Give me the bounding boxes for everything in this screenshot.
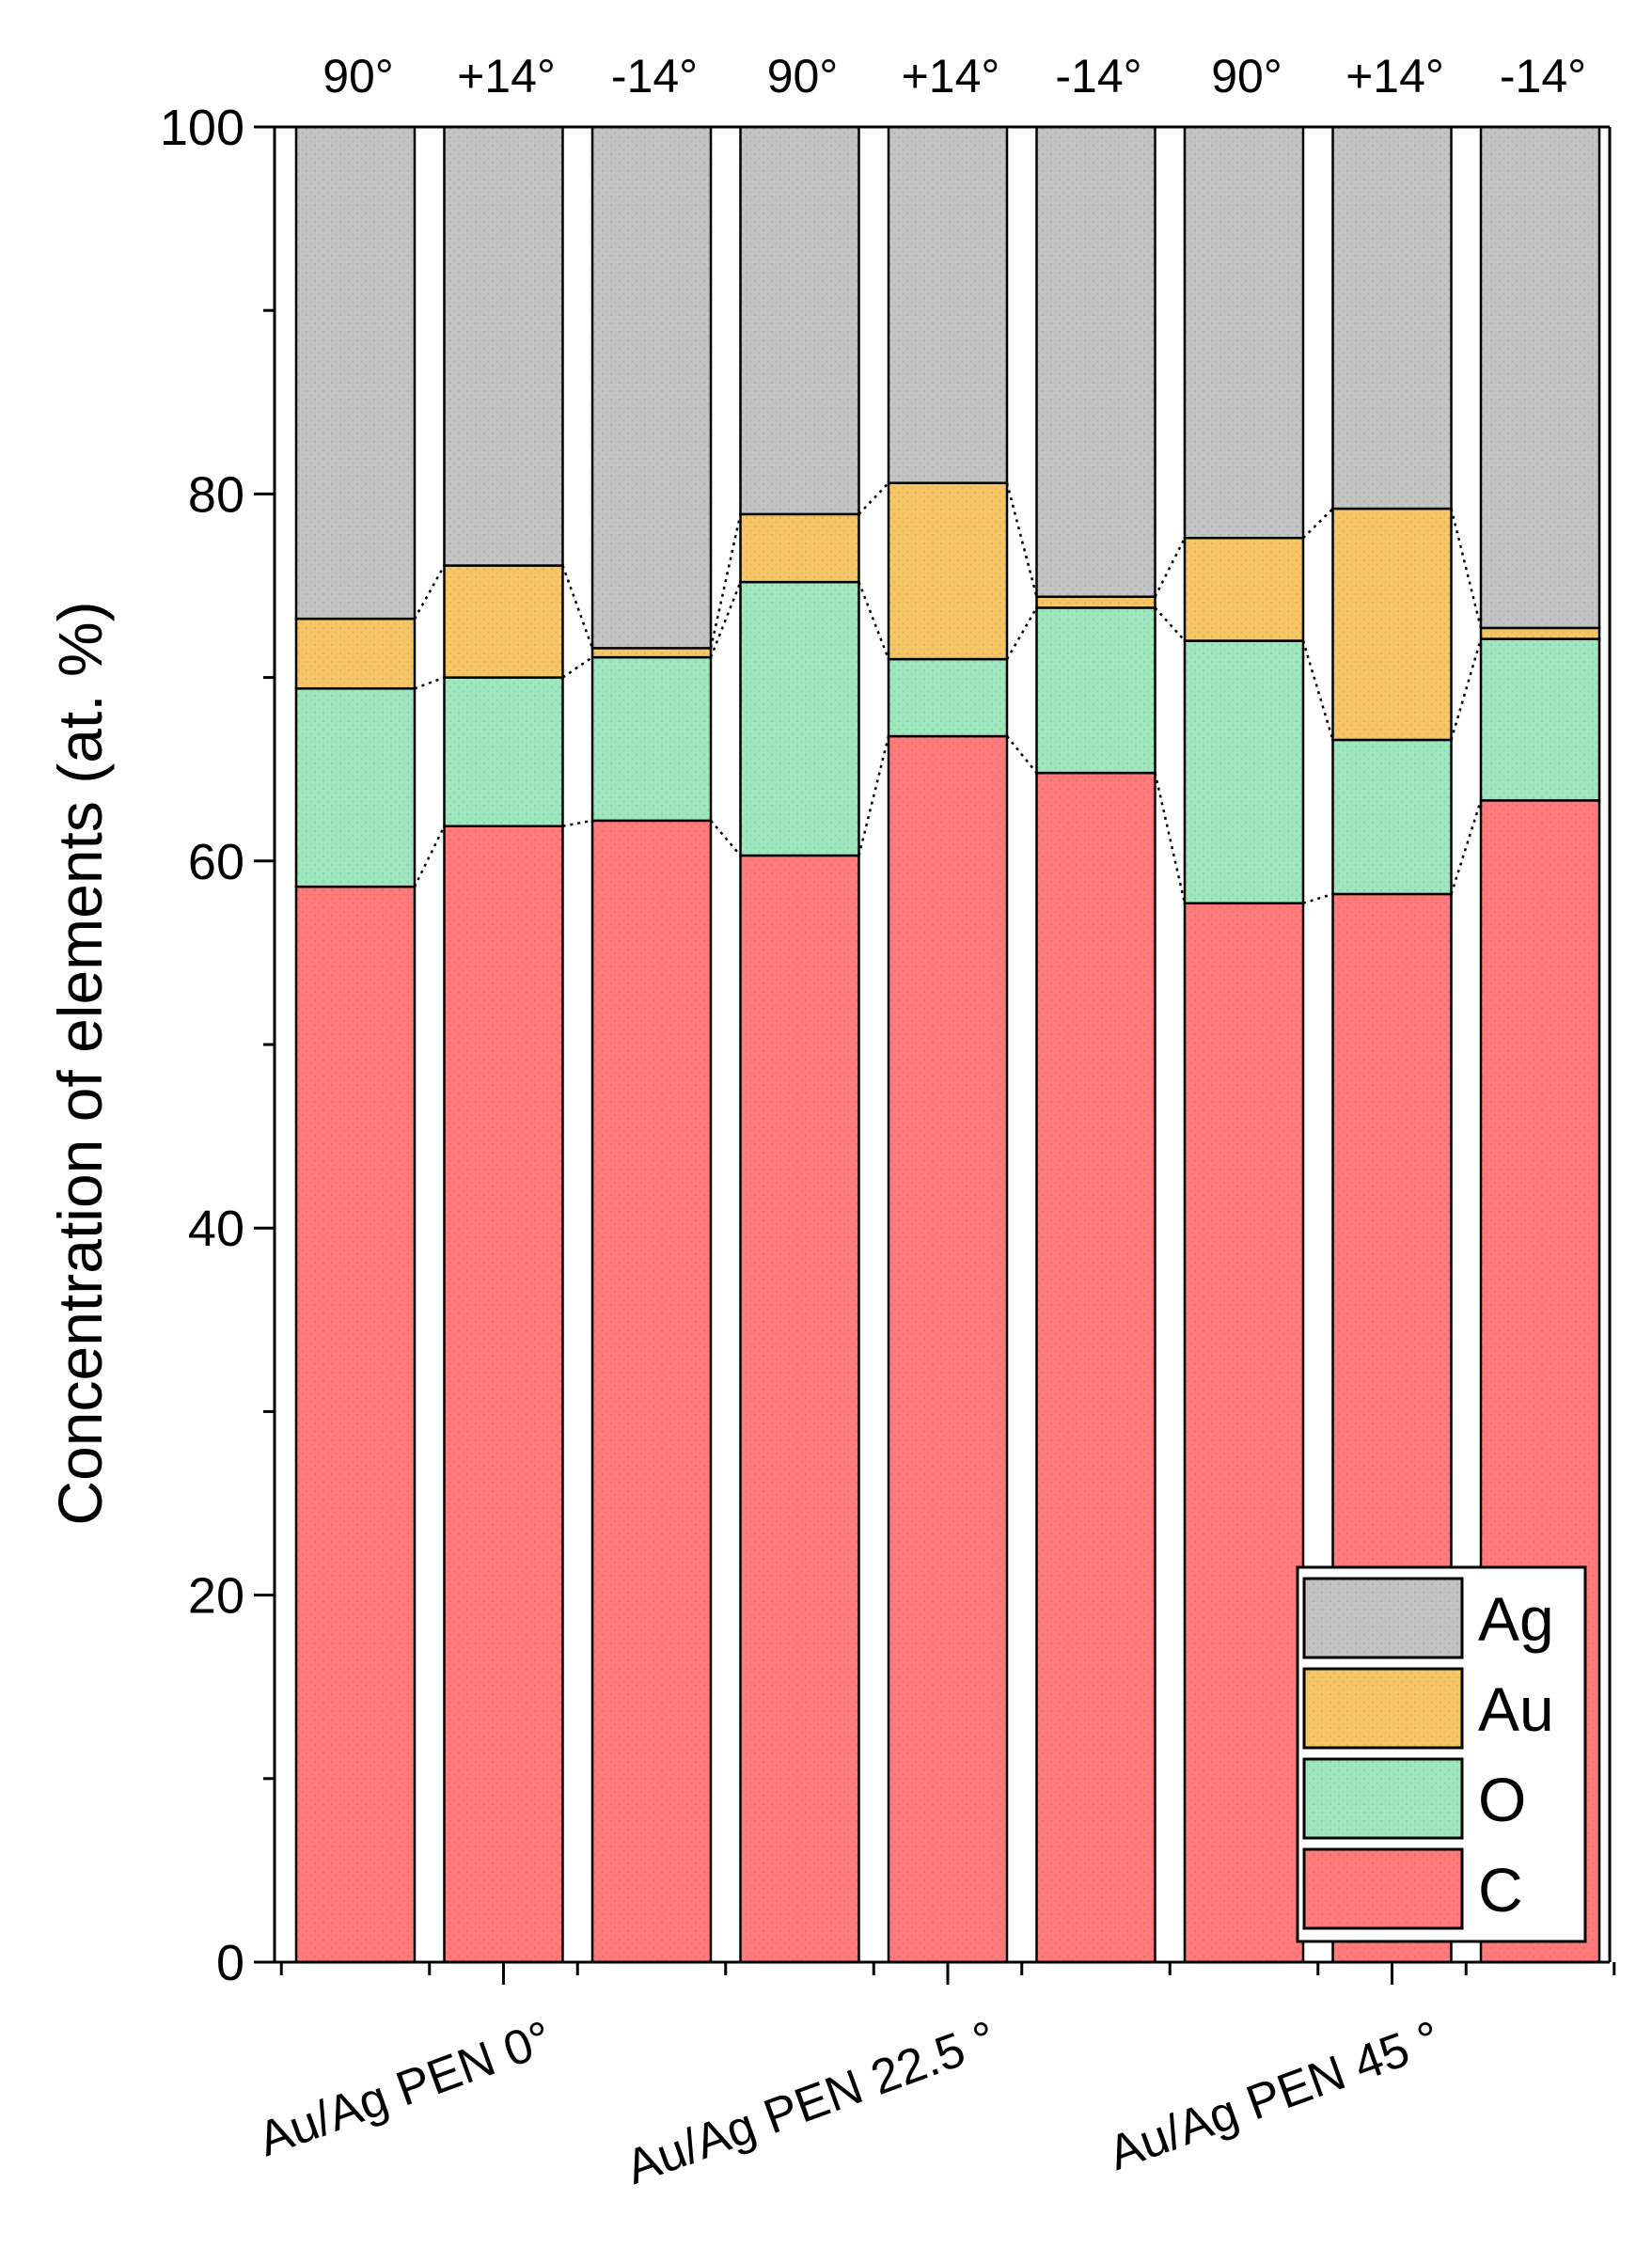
- bar-angle-label-2: +14°: [457, 50, 556, 102]
- connector-c-2: [562, 819, 593, 827]
- bar-texture-o-4: [740, 582, 859, 856]
- connector-c-5: [1006, 735, 1038, 774]
- bar-texture-ag-5: [889, 127, 1007, 483]
- y-tick-label-40: 40: [188, 1201, 244, 1257]
- connector-o-3: [709, 581, 742, 658]
- legend-swatch-texture-ag: [1304, 1579, 1462, 1658]
- bar-texture-o-7: [1185, 640, 1303, 904]
- connector-au-7: [1302, 508, 1334, 540]
- bar-texture-o-3: [592, 657, 711, 821]
- bar-angle-label-4: 90°: [767, 50, 839, 102]
- bar-texture-o-8: [1332, 739, 1452, 894]
- connector-c-1: [413, 825, 446, 888]
- y-tick-label-80: 80: [188, 466, 244, 523]
- legend-swatch-texture-o: [1304, 1759, 1462, 1838]
- y-tick-label-0: 0: [216, 1935, 244, 1991]
- connector-o-2: [561, 656, 593, 679]
- bar-texture-ag-9: [1481, 127, 1599, 628]
- bar-angle-label-9: -14°: [1500, 50, 1586, 102]
- connector-o-6: [1154, 606, 1186, 642]
- connector-o-7: [1301, 640, 1334, 741]
- y-tick-label-20: 20: [188, 1568, 244, 1625]
- bar-texture-o-5: [889, 659, 1007, 737]
- connector-au-2: [561, 565, 594, 649]
- connector-au-4: [857, 481, 889, 515]
- bar-texture-c-7: [1185, 903, 1303, 1962]
- bar-texture-au-9: [1481, 627, 1599, 639]
- legend-swatch-texture-c: [1304, 1849, 1462, 1928]
- connector-au-8: [1450, 508, 1483, 629]
- bar-texture-o-1: [296, 688, 415, 888]
- legend-label-au: Au: [1478, 1674, 1554, 1744]
- legend-swatch-texture-au: [1304, 1669, 1462, 1748]
- y-axis-title: Concentration of elements (at. %): [45, 601, 115, 1525]
- connector-o-1: [414, 676, 445, 690]
- bar-texture-o-9: [1481, 638, 1599, 801]
- connector-o-4: [857, 581, 890, 660]
- bar-texture-c-3: [592, 820, 711, 1963]
- bar-texture-au-6: [1036, 596, 1156, 608]
- bar-texture-au-2: [444, 565, 563, 678]
- bar-texture-c-1: [296, 887, 415, 1963]
- bar-texture-ag-3: [592, 127, 711, 649]
- bar-texture-ag-7: [1185, 127, 1303, 539]
- bar-texture-ag-1: [296, 127, 415, 620]
- connector-au-6: [1154, 537, 1187, 598]
- bar-angle-label-8: +14°: [1345, 50, 1444, 102]
- legend-label-o: O: [1478, 1765, 1526, 1834]
- bar-texture-au-8: [1332, 509, 1452, 740]
- legend-label-ag: Ag: [1478, 1584, 1554, 1654]
- bar-angle-label-7: 90°: [1211, 50, 1282, 102]
- group-label-2: Au/Ag PEN 22.5 °: [619, 2011, 1003, 2195]
- bar-texture-ag-8: [1332, 127, 1452, 510]
- bar-angle-label-3: -14°: [611, 50, 698, 102]
- bar-angle-label-1: 90°: [323, 50, 394, 102]
- bar-texture-ag-6: [1036, 127, 1156, 597]
- bar-texture-au-5: [889, 482, 1007, 660]
- connector-c-7: [1302, 892, 1333, 904]
- bar-texture-c-4: [740, 855, 859, 1962]
- bar-texture-au-1: [296, 619, 415, 689]
- bar-texture-ag-4: [740, 127, 859, 514]
- bar-texture-au-3: [592, 648, 711, 658]
- bar-texture-au-4: [740, 513, 859, 583]
- y-tick-label-100: 100: [160, 100, 244, 156]
- connector-au-1: [413, 564, 446, 620]
- connector-c-8: [1450, 800, 1483, 895]
- connector-o-8: [1450, 638, 1483, 741]
- bar-texture-o-6: [1036, 607, 1156, 774]
- y-tick-label-60: 60: [188, 834, 244, 890]
- bar-texture-ag-2: [444, 127, 563, 566]
- connector-au-5: [1005, 482, 1038, 598]
- connector-au-3: [709, 513, 742, 649]
- legend-label-c: C: [1478, 1855, 1523, 1925]
- bar-texture-c-2: [444, 825, 563, 1963]
- bar-texture-c-5: [889, 736, 1007, 1963]
- bar-texture-au-7: [1185, 538, 1303, 641]
- bar-angle-label-6: -14°: [1055, 50, 1141, 102]
- group-label-1: Au/Ag PEN 0°: [251, 2011, 559, 2167]
- bar-texture-c-6: [1036, 773, 1156, 1962]
- bar-angle-label-5: +14°: [902, 50, 1000, 102]
- connector-c-4: [857, 735, 890, 856]
- connector-c-6: [1154, 772, 1187, 904]
- group-label-3: Au/Ag PEN 45 °: [1102, 2011, 1448, 2181]
- connector-c-3: [710, 820, 742, 856]
- bar-texture-o-2: [444, 677, 563, 826]
- connector-o-5: [1005, 606, 1038, 660]
